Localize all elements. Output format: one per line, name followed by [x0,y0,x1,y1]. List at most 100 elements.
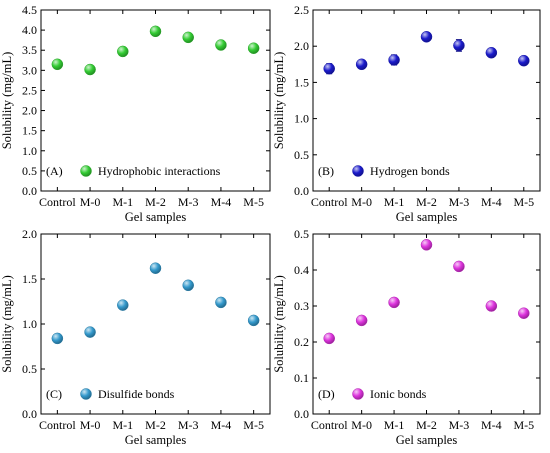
x-tick-label: M-2 [416,195,437,209]
data-point [84,63,96,76]
data-point [485,300,498,312]
y-tick-label: 0.2 [294,335,309,349]
legend-label: Hydrogen bonds [370,164,450,178]
y-tick-label: 2.5 [22,83,37,97]
y-tick-label: 0.5 [22,164,37,178]
x-tick-label: M-5 [513,418,534,432]
data-point [485,46,498,59]
panel-label: (C) [46,387,62,401]
y-tick-label: 2.5 [294,3,309,17]
data-point [182,31,194,44]
data-point [149,262,162,274]
data-point [247,314,260,327]
x-tick-label: Control [311,418,348,432]
x-tick-label: M-0 [80,418,101,432]
y-tick-label: 1.5 [22,124,37,138]
y-tick-label: 0.3 [294,299,309,313]
chart-panel-c: 0.0 0.5 1.0 1.5 2.0 Control M-0 M-1 M-2 M-3 M-4 M-5… [0,227,271,447]
data-point [215,39,227,51]
panel-label: (B) [318,164,334,178]
y-axis-label: Solubility (mg/mL) [272,52,286,150]
x-tick-label: Control [39,195,76,209]
legend-marker [80,388,92,400]
x-tick-label: M-2 [145,418,166,432]
data-point [453,260,465,273]
data-point [453,39,465,52]
x-tick-label: M-3 [178,418,199,432]
data-point [420,239,433,251]
x-axis-label: Gel samples [125,210,187,224]
y-tick-label: 0.0 [22,184,37,198]
y-tick-label: 2.0 [22,227,37,241]
x-tick-label: M-1 [384,418,405,432]
data-point [388,54,400,66]
y-tick-label: 4.5 [22,3,37,17]
data-point [117,45,129,58]
data-point [518,54,530,67]
y-tick-label: 0.0 [294,184,309,198]
x-tick-label: M-1 [112,418,133,432]
x-tick-label: M-0 [80,195,101,209]
panel-label: (A) [46,164,63,178]
y-tick-label: 0.5 [22,362,37,376]
x-tick-label: M-4 [481,418,502,432]
x-tick-label: M-4 [211,418,232,432]
y-tick-label: 3.0 [22,63,37,77]
x-axis-label: Gel samples [125,433,187,447]
y-tick-label: 0.1 [294,371,309,385]
legend-label: Hydrophobic interactions [98,164,221,178]
x-tick-label: M-1 [112,195,133,209]
y-axis-label: Solubility (mg/mL) [0,275,14,373]
data-point [388,296,400,309]
data-point [420,31,433,43]
y-tick-label: 1.0 [294,112,309,126]
data-point [323,332,335,345]
x-tick-label: M-5 [513,195,534,209]
legend-label: Disulfide bonds [98,387,175,401]
x-tick-label: M-0 [351,195,372,209]
x-tick-label: M-3 [178,195,199,209]
x-tick-label: M-4 [481,195,502,209]
x-tick-label: M-1 [384,195,405,209]
x-tick-label: Control [311,195,348,209]
x-tick-label: M-3 [449,195,470,209]
y-tick-label: 0.5 [294,148,309,162]
x-axis-label: Gel samples [396,210,458,224]
x-tick-label: M-5 [243,195,264,209]
legend-marker [352,388,364,400]
x-tick-label: M-5 [243,418,264,432]
y-tick-label: 0.4 [294,263,309,277]
y-tick-label: 3.5 [22,43,37,57]
data-point [182,279,194,292]
data-point [323,62,335,75]
chart-panel-d: 0.0 0.1 0.2 0.3 0.4 0.5 Control M-0 M-1 M-2 M-3 M-4… [272,227,541,447]
legend-marker [80,165,92,177]
data-point [355,314,368,327]
y-tick-label: 1.0 [22,317,37,331]
data-point [117,299,129,311]
x-tick-label: M-2 [145,195,166,209]
data-point [518,307,530,319]
y-tick-label: 1.5 [22,272,37,286]
chart-panel-a: 0.0 0.5 1.0 1.5 2.0 2.5 3.0 3.5 4.0 4.5 Control M-0… [0,3,271,224]
data-point [355,58,368,71]
y-tick-label: 4.0 [22,23,37,37]
data-point [84,326,96,338]
data-point [51,332,64,345]
x-tick-label: M-3 [449,418,470,432]
y-tick-label: 0.0 [22,407,37,421]
chart-panel-b: 0.0 0.5 1.0 1.5 2.0 2.5 Control M-0 M-1 M-2 M-3 M-4… [272,3,541,224]
legend-label: Ionic bonds [370,387,427,401]
data-point [149,25,162,38]
y-axis-label: Solubility (mg/mL) [272,275,286,373]
y-tick-label: 0.0 [294,407,309,421]
x-tick-label: M-4 [211,195,232,209]
y-tick-label: 0.5 [294,227,309,241]
y-axis-label: Solubility (mg/mL) [0,52,14,150]
data-point [247,42,260,54]
panel-label: (D) [318,387,335,401]
x-tick-label: M-0 [351,418,372,432]
data-point [215,296,227,309]
y-tick-label: 2.0 [22,104,37,118]
